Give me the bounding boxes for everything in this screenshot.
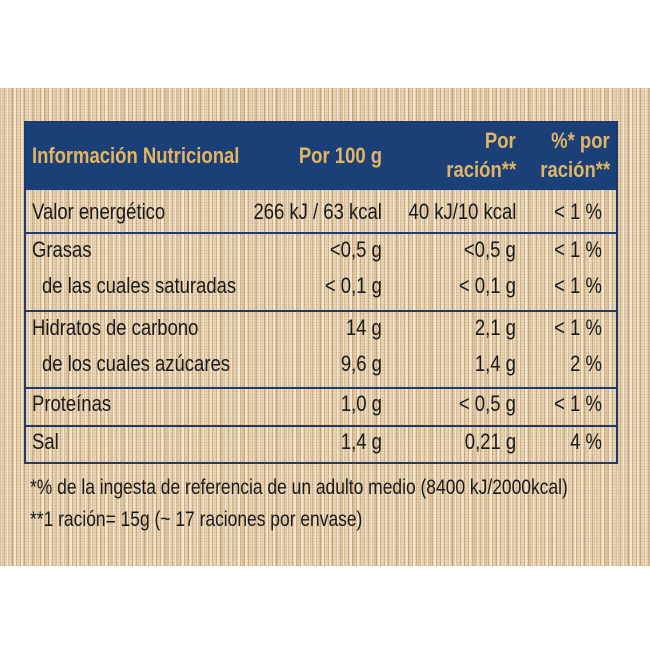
header-per-100g: Por 100 g	[298, 143, 382, 168]
row-saturated-per100: < 0,1 g	[324, 273, 382, 298]
footnote-reference-intake: *% de la ingesta de referencia de un adu…	[30, 476, 568, 499]
row-label-carbs: Hidratos de carbono	[32, 315, 199, 340]
row-salt-serving: 0,21 g	[464, 429, 516, 454]
row-energy-pct: < 1 %	[554, 199, 602, 224]
header-title: Información Nutricional	[32, 143, 240, 168]
table-header: Información Nutricional Por 100 g Por ra…	[26, 123, 616, 190]
row-divider	[26, 232, 616, 234]
row-sugars-serving: 1,4 g	[474, 351, 516, 376]
header-per-serving-line1: Por	[485, 128, 516, 153]
header-pct-line2: ración**	[540, 157, 610, 182]
row-label-protein: Proteínas	[32, 391, 112, 416]
header-pct-line1: %* por	[551, 128, 610, 153]
nutrition-table: Información Nutricional Por 100 g Por ra…	[24, 121, 618, 464]
row-sugars-per100: 9,6 g	[340, 351, 382, 376]
row-divider	[26, 425, 616, 427]
row-energy-per100: 266 kJ / 63 kcal	[253, 199, 382, 224]
row-fat-serving: <0,5 g	[464, 237, 516, 262]
row-divider	[26, 387, 616, 389]
row-fat-per100: <0,5 g	[330, 237, 382, 262]
row-fat-pct: < 1 %	[554, 237, 602, 262]
row-protein-serving: < 0,5 g	[458, 391, 516, 416]
row-label-energy: Valor energético	[32, 199, 166, 224]
row-saturated-serving: < 0,1 g	[458, 273, 516, 298]
row-carbs-pct: < 1 %	[554, 315, 602, 340]
row-carbs-serving: 2,1 g	[474, 315, 516, 340]
row-protein-per100: 1,0 g	[340, 391, 382, 416]
row-label-saturated: de las cuales saturadas	[42, 273, 237, 298]
row-label-fat: Grasas	[32, 237, 92, 262]
row-energy-serving: 40 kJ/10 kcal	[408, 199, 516, 224]
row-sugars-pct: 2 %	[570, 351, 602, 376]
row-salt-per100: 1,4 g	[340, 429, 382, 454]
row-salt-pct: 4 %	[570, 429, 602, 454]
row-carbs-per100: 14 g	[346, 315, 382, 340]
footnote-serving-size: **1 ración= 15g (~ 17 raciones por envas…	[30, 508, 363, 531]
header-per-serving-line2: ración**	[446, 157, 516, 182]
row-label-sugars: de los cuales azúcares	[42, 351, 230, 376]
row-protein-pct: < 1 %	[554, 391, 602, 416]
row-label-salt: Sal	[32, 429, 59, 454]
row-saturated-pct: < 1 %	[554, 273, 602, 298]
row-divider	[26, 310, 616, 312]
